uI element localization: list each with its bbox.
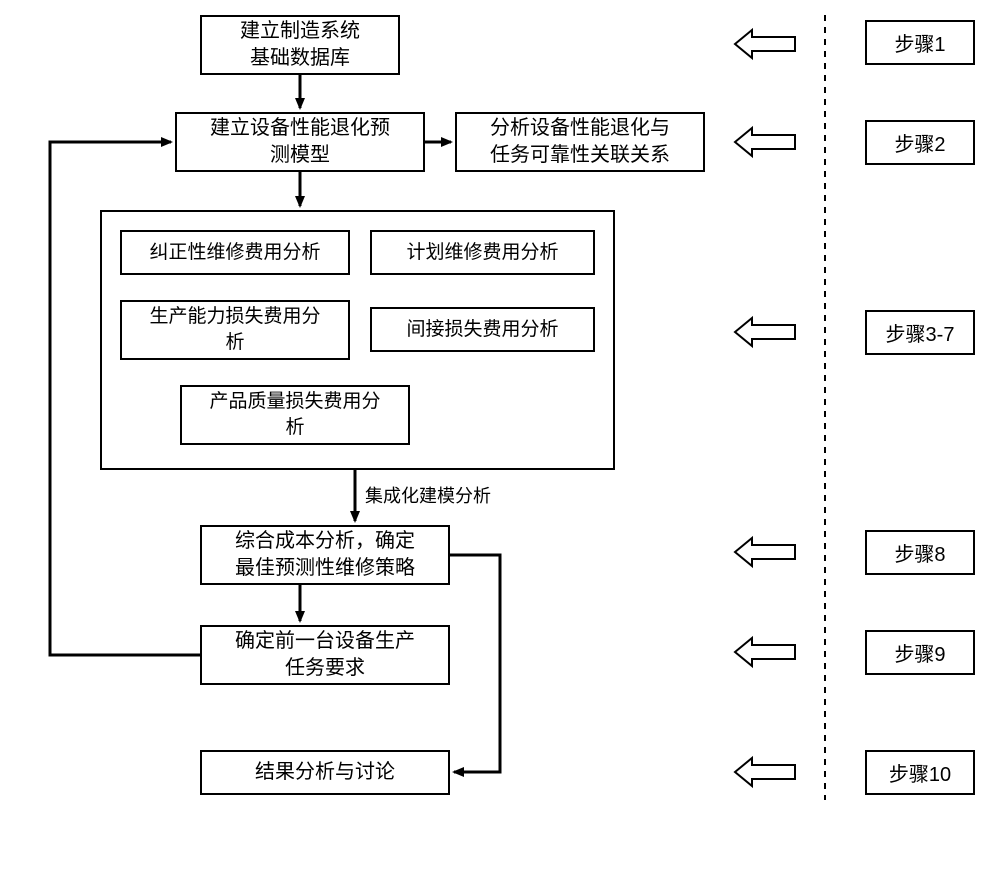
node-results: 结果分析与讨论	[200, 750, 450, 795]
step-label-10: 步骤10	[865, 750, 975, 795]
step-text: 步骤9	[894, 638, 945, 667]
step-text: 步骤10	[889, 758, 951, 787]
node-degradation-model: 建立设备性能退化预测模型	[175, 112, 425, 172]
block-arrow	[735, 538, 795, 566]
block-arrow	[735, 30, 795, 58]
step-label-1: 步骤1	[865, 20, 975, 65]
skip-arrow	[450, 555, 500, 772]
node-label: 建立制造系统基础数据库	[240, 18, 360, 72]
subnode-quality-loss: 产品质量损失费用分析	[180, 385, 410, 445]
node-comprehensive-cost: 综合成本分析，确定最佳预测性维修策略	[200, 525, 450, 585]
node-label: 综合成本分析，确定最佳预测性维修策略	[235, 528, 415, 582]
step-label-9: 步骤9	[865, 630, 975, 675]
subnode-label: 纠正性维修费用分析	[149, 240, 320, 266]
node-prev-task: 确定前一台设备生产任务要求	[200, 625, 450, 685]
node-establish-db: 建立制造系统基础数据库	[200, 15, 400, 75]
node-reliability-relation: 分析设备性能退化与任务可靠性关联关系	[455, 112, 705, 172]
subnode-indirect-loss: 间接损失费用分析	[370, 307, 595, 352]
node-label: 建立设备性能退化预测模型	[210, 115, 390, 169]
annotation-label: 集成化建模分析	[365, 486, 491, 506]
subnode-corrective-cost: 纠正性维修费用分析	[120, 230, 350, 275]
subnode-label: 生产能力损失费用分析	[149, 304, 320, 355]
node-label: 分析设备性能退化与任务可靠性关联关系	[490, 115, 670, 169]
annotation-integrated: 集成化建模分析	[365, 482, 491, 508]
subnode-label: 间接损失费用分析	[406, 317, 558, 343]
node-label: 结果分析与讨论	[255, 759, 395, 786]
block-arrow	[735, 128, 795, 156]
subnode-label: 计划维修费用分析	[406, 240, 558, 266]
subnode-label: 产品质量损失费用分析	[209, 389, 380, 440]
block-arrow	[735, 318, 795, 346]
step-label-2: 步骤2	[865, 120, 975, 165]
step-text: 步骤2	[894, 128, 945, 157]
block-arrow	[735, 638, 795, 666]
step-label-8: 步骤8	[865, 530, 975, 575]
step-text: 步骤8	[894, 538, 945, 567]
step-text: 步骤3-7	[886, 318, 955, 347]
step-text: 步骤1	[894, 28, 945, 57]
step-label-3-7: 步骤3-7	[865, 310, 975, 355]
subnode-planned-cost: 计划维修费用分析	[370, 230, 595, 275]
block-arrow	[735, 758, 795, 786]
subnode-capacity-loss: 生产能力损失费用分析	[120, 300, 350, 360]
node-label: 确定前一台设备生产任务要求	[235, 628, 415, 682]
